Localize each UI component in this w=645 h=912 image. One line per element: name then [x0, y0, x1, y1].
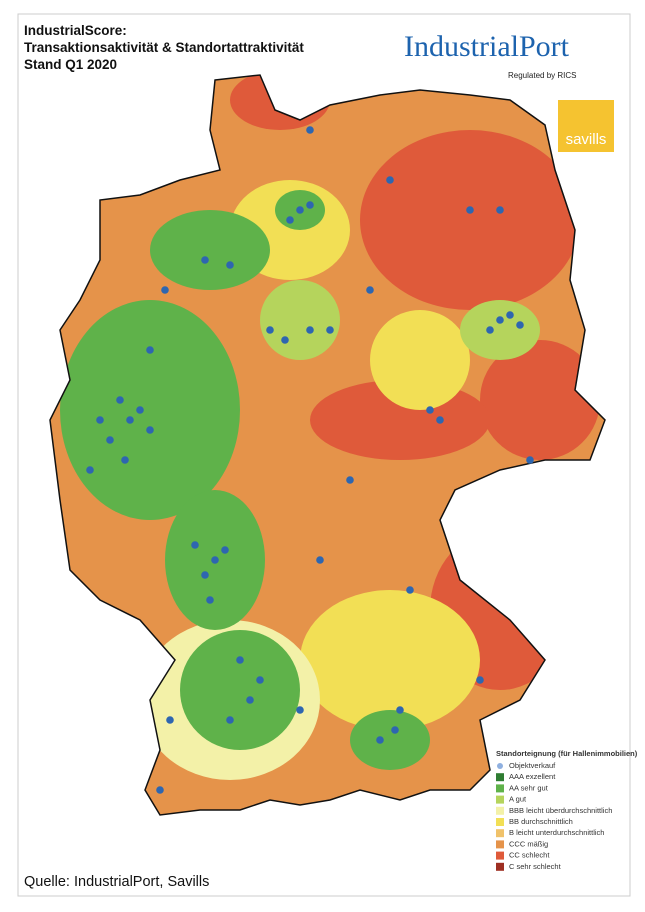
- sale-dot: [156, 786, 164, 794]
- legend-swatch: [496, 862, 504, 871]
- legend-label: B leicht unterdurchschnittlich: [509, 828, 604, 837]
- legend-label: BB durchschnittlich: [509, 817, 573, 826]
- legend-swatch: [496, 840, 504, 849]
- title-line: Transaktionsaktivität & Standortattrakti…: [24, 40, 304, 55]
- sale-dot: [211, 556, 219, 564]
- legend-label: AA sehr gut: [509, 783, 549, 792]
- sale-dot: [306, 326, 314, 334]
- sale-dot: [516, 321, 524, 329]
- sale-dot: [386, 176, 394, 184]
- sale-dot: [256, 676, 264, 684]
- sale-dot: [146, 426, 154, 434]
- sale-dot: [246, 696, 254, 704]
- sale-dot: [166, 716, 174, 724]
- sale-dot: [526, 456, 534, 464]
- sale-dot: [396, 706, 404, 714]
- source: Quelle: IndustrialPort, Savills: [24, 874, 210, 890]
- sale-dot: [226, 261, 234, 269]
- legend-label: CC schlecht: [509, 851, 550, 860]
- legend-swatch: [496, 818, 504, 826]
- sale-dot: [406, 586, 414, 594]
- legend-swatch: [496, 795, 504, 804]
- sale-dot: [506, 311, 514, 319]
- sale-dot: [426, 406, 434, 414]
- object-sales: [86, 126, 534, 794]
- title-line: IndustrialScore:: [24, 23, 127, 38]
- sale-dot: [96, 416, 104, 424]
- sale-dot: [146, 346, 154, 354]
- title-line: Stand Q1 2020: [24, 57, 118, 72]
- legend-label: BBB leicht überdurchschnittlich: [509, 806, 612, 815]
- legend: Standorteignung (für Hallenimmobilien) O…: [492, 745, 638, 873]
- legend-swatch: [496, 784, 504, 793]
- legend-swatch: [496, 829, 504, 838]
- sale-dot: [191, 541, 199, 549]
- legend-label: Objektverkauf: [509, 761, 556, 770]
- sale-dot: [116, 396, 124, 404]
- savills-logo: savills: [558, 100, 614, 152]
- sale-dot: [86, 466, 94, 474]
- sale-dot: [121, 456, 129, 464]
- sale-dot: [496, 316, 504, 324]
- sale-dot: [366, 286, 374, 294]
- title: IndustrialScore: Transaktionsaktivität &…: [24, 22, 304, 73]
- sale-dot: [201, 256, 209, 264]
- sale-dot: [306, 201, 314, 209]
- sale-dot: [161, 286, 169, 294]
- rics-note: Regulated by RICS: [508, 71, 577, 80]
- sale-dot: [466, 206, 474, 214]
- sale-dot: [266, 326, 274, 334]
- sale-dot: [326, 326, 334, 334]
- legend-label: C sehr schlecht: [509, 862, 562, 871]
- savills-text: savills: [565, 131, 607, 148]
- legend-label: AAA exzellent: [509, 772, 556, 781]
- legend-swatch: [497, 763, 503, 769]
- sale-dot: [476, 676, 484, 684]
- sale-dot: [391, 726, 399, 734]
- sale-dot: [296, 706, 304, 714]
- sale-dot: [346, 476, 354, 484]
- legend-label: A gut: [509, 795, 527, 804]
- sale-dot: [236, 656, 244, 664]
- sale-dot: [281, 336, 289, 344]
- frame: [17, 13, 631, 897]
- sale-dot: [436, 416, 444, 424]
- sale-dot: [136, 406, 144, 414]
- sale-dot: [376, 736, 384, 744]
- legend-swatch: [496, 773, 504, 782]
- legend-title: Standorteignung (für Hallenimmobilien): [496, 749, 638, 758]
- sale-dot: [286, 216, 294, 224]
- sale-dot: [106, 436, 114, 444]
- legend-swatch: [496, 851, 504, 860]
- sale-dot: [306, 126, 314, 134]
- sale-dot: [206, 596, 214, 604]
- sale-dot: [126, 416, 134, 424]
- legend-label: CCC mäßig: [509, 839, 548, 848]
- sale-dot: [486, 326, 494, 334]
- sale-dot: [296, 206, 304, 214]
- legend-swatch: [496, 806, 504, 815]
- sale-dot: [221, 546, 229, 554]
- industrialport-logo: IndustrialPort: [404, 30, 569, 63]
- sale-dot: [316, 556, 324, 564]
- sale-dot: [226, 716, 234, 724]
- sale-dot: [496, 206, 504, 214]
- sale-dot: [201, 571, 209, 579]
